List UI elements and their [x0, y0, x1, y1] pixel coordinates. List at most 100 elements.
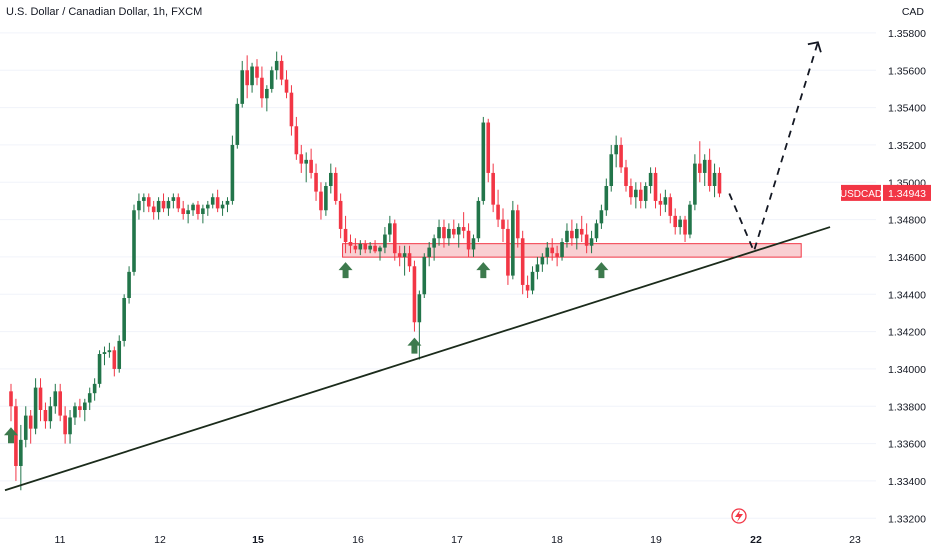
candle-body — [38, 387, 43, 410]
candle — [506, 219, 510, 285]
candle — [496, 189, 500, 228]
candle — [560, 238, 564, 261]
candle-body — [206, 204, 210, 209]
candle-body — [186, 210, 190, 214]
candle-body — [215, 197, 220, 209]
candle — [87, 387, 92, 410]
candle — [432, 234, 436, 261]
candle-body — [584, 234, 589, 246]
candle — [137, 193, 141, 220]
candle-body — [540, 256, 545, 265]
candle — [14, 398, 18, 481]
y-tick-label: 1.35800 — [888, 28, 926, 40]
candle-body — [151, 206, 156, 213]
x-tick-label: 16 — [352, 534, 364, 546]
candle-body — [614, 144, 618, 155]
candle — [481, 116, 486, 205]
candle-body — [58, 391, 62, 416]
candle — [289, 85, 294, 136]
grid — [0, 32, 876, 519]
candle-body — [668, 197, 673, 216]
candle-body — [329, 172, 333, 186]
candle — [235, 98, 240, 149]
symbol-tag-bg — [841, 184, 881, 201]
candle-body — [279, 60, 284, 80]
candle-body — [535, 264, 540, 272]
candle — [570, 219, 574, 246]
candle — [594, 219, 599, 242]
candle — [97, 350, 102, 388]
projection-arrowhead — [807, 41, 822, 53]
candle-body — [412, 266, 417, 323]
candle-body — [501, 219, 505, 229]
candle-body — [309, 159, 313, 173]
candle-body — [388, 223, 392, 235]
candle-body — [14, 406, 18, 466]
candle-body — [73, 406, 77, 418]
candle — [427, 242, 431, 267]
candle — [397, 245, 402, 267]
candle — [43, 402, 48, 429]
candle — [324, 182, 328, 216]
candle-body — [112, 350, 117, 369]
candle-body — [678, 219, 682, 228]
candle-body — [506, 228, 510, 276]
candle-body — [452, 228, 456, 235]
candle-body — [63, 415, 67, 435]
candle-body — [97, 354, 102, 384]
candle-body — [565, 230, 569, 242]
candle — [648, 167, 653, 194]
x-tick-label: 19 — [650, 534, 662, 546]
candle-body — [240, 70, 245, 104]
candle-body — [643, 186, 648, 201]
candle-body — [466, 230, 471, 250]
candle — [309, 148, 313, 179]
candle — [456, 223, 461, 248]
up-arrow-icon — [476, 262, 491, 279]
candle — [117, 335, 122, 373]
candle-body — [230, 144, 235, 201]
candle-body — [397, 253, 402, 257]
candle-body — [210, 197, 215, 205]
up-arrow-icon — [594, 262, 609, 279]
candle-body — [191, 204, 195, 211]
candle — [688, 200, 692, 239]
candle-body — [48, 406, 53, 422]
candle-body — [368, 245, 372, 250]
candle-body — [78, 406, 82, 410]
candle-body — [658, 200, 663, 205]
candle-body — [437, 227, 441, 239]
candle — [9, 383, 13, 422]
candle — [417, 290, 422, 360]
candle-body — [698, 163, 702, 173]
candle — [156, 197, 161, 220]
y-tick-label: 1.34400 — [888, 289, 926, 301]
candle — [19, 424, 23, 491]
candle-body — [353, 245, 358, 250]
price-tag-text: 1.34943 — [888, 188, 926, 200]
candle-body — [156, 200, 161, 213]
candle-body — [132, 210, 136, 272]
candle-body — [496, 204, 500, 220]
candles — [9, 51, 722, 491]
candle-body — [402, 253, 407, 257]
candle-body — [299, 154, 304, 164]
candle — [540, 253, 545, 272]
candle-body — [181, 208, 185, 214]
candle-body — [260, 77, 264, 99]
candle — [702, 154, 707, 186]
candle-body — [102, 352, 107, 354]
y-tick-label: 1.33800 — [888, 401, 926, 413]
candle — [511, 200, 515, 280]
candle-body — [575, 228, 579, 239]
candle — [663, 189, 668, 213]
candle — [717, 167, 722, 198]
candle-body — [166, 200, 171, 209]
candle-body — [550, 247, 554, 254]
candle-body — [19, 439, 23, 466]
candle-body — [373, 245, 377, 252]
candle-body — [702, 159, 707, 173]
x-tick-label: 11 — [55, 534, 66, 546]
candle — [402, 245, 407, 276]
